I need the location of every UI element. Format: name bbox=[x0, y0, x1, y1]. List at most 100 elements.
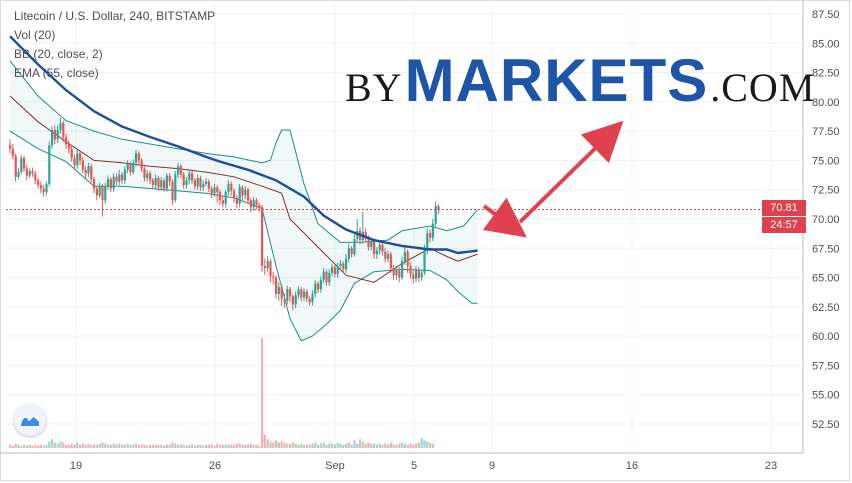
volume-bar bbox=[104, 443, 107, 448]
volume-bar bbox=[140, 444, 143, 448]
volume-bar bbox=[255, 444, 258, 448]
candle-body bbox=[193, 180, 196, 187]
volume-bar bbox=[389, 442, 392, 448]
candle-body bbox=[221, 200, 224, 204]
volume-bar bbox=[84, 444, 87, 448]
volume-bar bbox=[322, 442, 325, 448]
bollinger-upper-line bbox=[9, 60, 478, 243]
y-tick-label: 57.50 bbox=[812, 360, 840, 372]
candle-body bbox=[286, 289, 289, 301]
candle-body bbox=[308, 298, 311, 303]
volume-bar bbox=[395, 444, 398, 448]
candle-body bbox=[375, 250, 378, 255]
y-tick-label: 65.00 bbox=[812, 273, 840, 285]
volume-bar bbox=[70, 443, 73, 448]
candle-body bbox=[37, 180, 40, 186]
bollinger-indicator-label[interactable]: BB (20, close, 2) bbox=[14, 47, 103, 61]
candle-body bbox=[347, 248, 350, 259]
candle-body bbox=[213, 187, 216, 194]
volume-bar bbox=[406, 444, 409, 448]
candle-body bbox=[342, 263, 345, 270]
candle-body bbox=[289, 289, 292, 297]
candle-body bbox=[230, 183, 233, 191]
volume-bars bbox=[9, 338, 434, 448]
bollinger-lower-line bbox=[9, 130, 478, 342]
candle-body bbox=[151, 180, 154, 186]
volume-bar bbox=[291, 442, 294, 448]
volume-bar bbox=[79, 444, 82, 448]
candle-body bbox=[252, 200, 255, 208]
candle-body bbox=[165, 175, 168, 189]
volume-bar bbox=[286, 443, 289, 448]
volume-bar bbox=[283, 442, 286, 448]
candle-body bbox=[154, 178, 157, 186]
candle-body bbox=[101, 186, 104, 201]
candle-body bbox=[191, 173, 194, 181]
candle-body bbox=[56, 129, 59, 140]
candle-body bbox=[378, 244, 381, 251]
volume-bar bbox=[269, 441, 272, 448]
volume-bar bbox=[216, 443, 219, 448]
volume-bar bbox=[249, 443, 252, 448]
candle-body bbox=[31, 170, 34, 174]
candle-body bbox=[53, 129, 56, 140]
candle-body bbox=[146, 173, 149, 178]
candle-body bbox=[210, 188, 213, 194]
candle-body bbox=[331, 267, 334, 273]
volume-bar bbox=[34, 444, 37, 448]
volume-bar bbox=[174, 443, 177, 448]
candle-body bbox=[9, 145, 12, 149]
candle-body bbox=[20, 158, 23, 173]
candlesticks bbox=[9, 118, 440, 311]
volume-bar bbox=[247, 444, 250, 448]
volume-bar bbox=[193, 445, 196, 448]
candle-body bbox=[325, 271, 328, 283]
candle-body bbox=[406, 251, 409, 266]
candle-body bbox=[199, 178, 202, 188]
candle-body bbox=[65, 137, 68, 145]
volume-bar bbox=[230, 444, 233, 448]
volume-bar bbox=[423, 440, 426, 448]
volume-bar bbox=[107, 444, 110, 448]
candle-body bbox=[437, 206, 440, 210]
candle-body bbox=[118, 174, 121, 182]
volume-bar bbox=[398, 443, 401, 448]
y-tick-label: 77.50 bbox=[812, 126, 840, 138]
candle-body bbox=[227, 183, 230, 193]
forecast-arrow-down bbox=[482, 197, 527, 238]
volume-bar bbox=[258, 445, 261, 448]
volume-bar bbox=[387, 444, 390, 448]
volume-bar bbox=[165, 444, 168, 448]
volume-bar bbox=[210, 444, 213, 448]
volume-bar bbox=[350, 444, 353, 448]
tradingview-logo-icon[interactable] bbox=[14, 404, 46, 436]
volume-bar bbox=[370, 443, 373, 448]
candle-body bbox=[126, 163, 129, 170]
candle-body bbox=[149, 173, 152, 181]
candle-body bbox=[328, 272, 331, 283]
candle-body bbox=[339, 263, 342, 266]
volume-bar bbox=[81, 443, 84, 448]
volume-bar bbox=[219, 444, 222, 448]
volume-bar bbox=[115, 444, 118, 448]
candle-body bbox=[322, 271, 325, 280]
volume-bar bbox=[331, 443, 334, 448]
volume-bar bbox=[392, 444, 395, 448]
ema-indicator-label[interactable]: EMA (55, close) bbox=[14, 66, 99, 80]
symbol-title[interactable]: Litecoin / U.S. Dollar, 240, BITSTAMP bbox=[14, 9, 216, 23]
candle-body bbox=[137, 153, 140, 161]
volume-bar bbox=[431, 443, 434, 448]
volume-bar bbox=[412, 444, 415, 448]
volume-indicator-label[interactable]: Vol (20) bbox=[14, 28, 56, 42]
candle-body bbox=[11, 148, 14, 156]
volume-bar bbox=[25, 445, 28, 448]
candle-body bbox=[48, 145, 51, 184]
volume-bar bbox=[319, 443, 322, 448]
candle-body bbox=[115, 176, 118, 182]
candle-body bbox=[168, 175, 171, 182]
candle-body bbox=[401, 261, 404, 278]
candle-body bbox=[109, 179, 112, 189]
candle-body bbox=[177, 166, 180, 175]
volume-bar bbox=[37, 445, 40, 448]
volume-bar bbox=[179, 444, 182, 448]
